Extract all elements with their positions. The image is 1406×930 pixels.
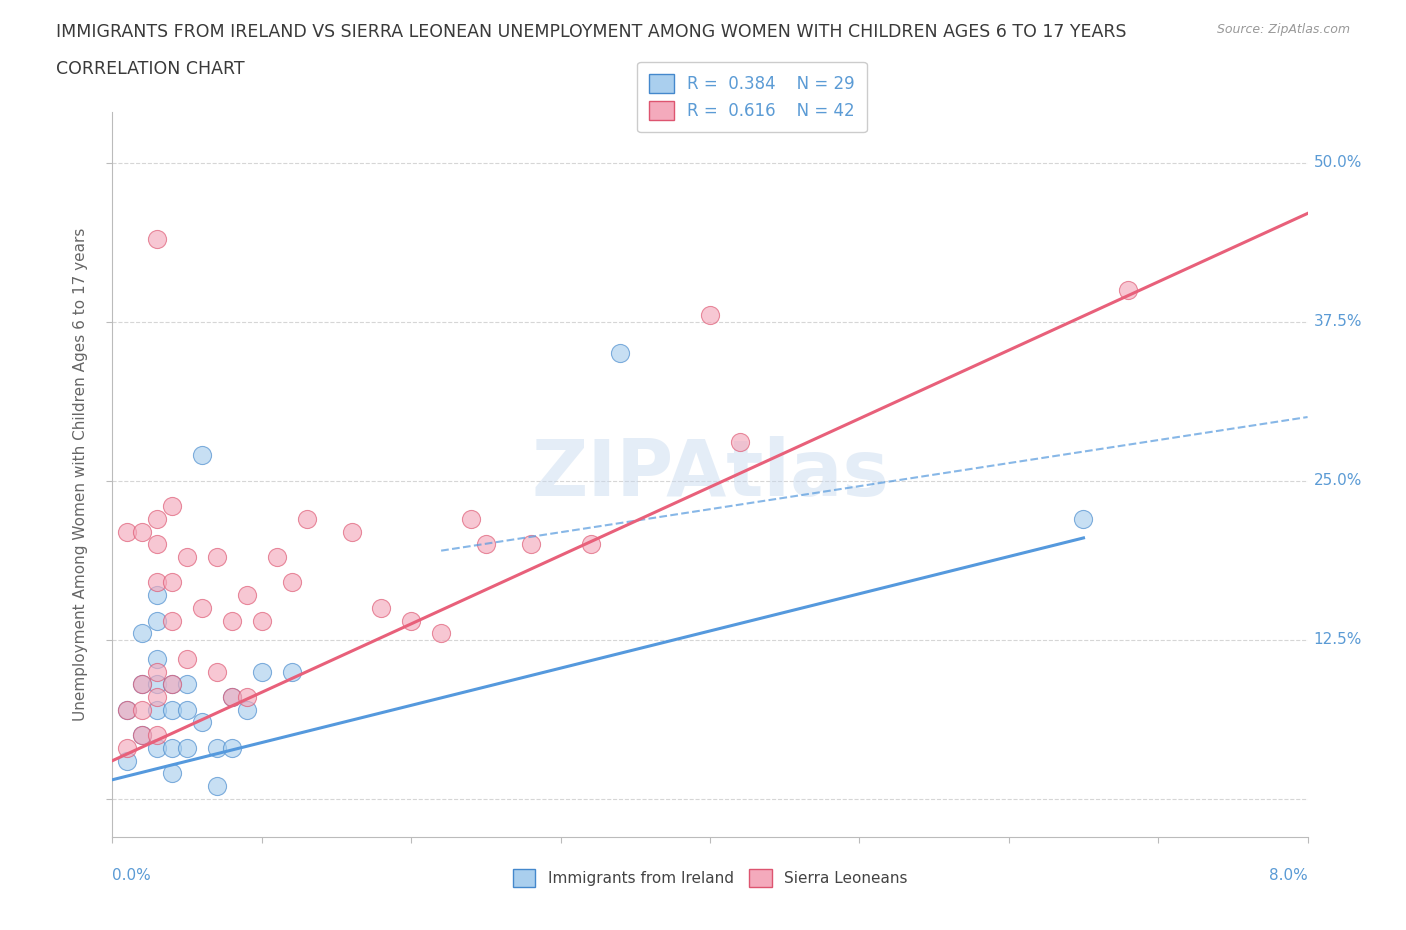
Point <box>281 575 304 590</box>
Point <box>131 728 153 743</box>
Point <box>162 766 183 781</box>
Point <box>221 740 243 755</box>
Point <box>162 575 183 590</box>
Point <box>131 677 153 692</box>
Point <box>221 689 243 704</box>
Point <box>236 689 259 704</box>
Text: ZIPAtlas: ZIPAtlas <box>531 436 889 512</box>
Point <box>146 588 169 603</box>
Point <box>191 601 214 616</box>
Point <box>460 512 482 526</box>
Point <box>146 537 169 551</box>
Point <box>131 626 153 641</box>
Point <box>609 346 631 361</box>
Point <box>281 664 304 679</box>
Point <box>162 677 183 692</box>
Y-axis label: Unemployment Among Women with Children Ages 6 to 17 years: Unemployment Among Women with Children A… <box>73 228 89 721</box>
Point <box>146 232 169 246</box>
Point <box>162 613 183 628</box>
Point <box>1118 283 1140 298</box>
Point <box>520 537 543 551</box>
Point <box>131 728 153 743</box>
Point <box>699 308 721 323</box>
Point <box>205 740 228 755</box>
Text: 8.0%: 8.0% <box>1268 868 1308 883</box>
Text: IMMIGRANTS FROM IRELAND VS SIERRA LEONEAN UNEMPLOYMENT AMONG WOMEN WITH CHILDREN: IMMIGRANTS FROM IRELAND VS SIERRA LEONEA… <box>56 23 1126 41</box>
Point <box>117 525 139 539</box>
Point <box>250 613 273 628</box>
Point <box>131 677 153 692</box>
Point <box>176 651 198 666</box>
Text: CORRELATION CHART: CORRELATION CHART <box>56 60 245 78</box>
Point <box>162 740 183 755</box>
Point <box>162 702 183 717</box>
Text: 50.0%: 50.0% <box>1313 155 1362 170</box>
Point <box>728 435 751 450</box>
Point <box>146 575 169 590</box>
Point <box>117 753 139 768</box>
Point <box>430 626 453 641</box>
Point <box>117 740 139 755</box>
Point <box>205 664 228 679</box>
Point <box>340 525 363 539</box>
Point <box>221 613 243 628</box>
Point <box>236 702 259 717</box>
Point <box>295 512 318 526</box>
Point <box>146 677 169 692</box>
Point <box>221 689 243 704</box>
Point <box>370 601 392 616</box>
Point <box>162 498 183 513</box>
Point <box>401 613 423 628</box>
Point <box>117 702 139 717</box>
Point <box>146 740 169 755</box>
Point <box>236 588 259 603</box>
Text: 12.5%: 12.5% <box>1313 632 1362 647</box>
Point <box>146 613 169 628</box>
Point <box>191 715 214 730</box>
Text: 0.0%: 0.0% <box>112 868 152 883</box>
Text: 37.5%: 37.5% <box>1313 314 1362 329</box>
Text: 25.0%: 25.0% <box>1313 473 1362 488</box>
Point <box>250 664 273 679</box>
Point <box>146 728 169 743</box>
Point <box>131 702 153 717</box>
Point <box>205 778 228 793</box>
Point <box>131 525 153 539</box>
Legend: Immigrants from Ireland, Sierra Leoneans: Immigrants from Ireland, Sierra Leoneans <box>505 862 915 895</box>
Point <box>266 550 288 565</box>
Point <box>146 689 169 704</box>
Point <box>176 740 198 755</box>
Point <box>146 651 169 666</box>
Point <box>146 664 169 679</box>
Point <box>146 702 169 717</box>
Text: Source: ZipAtlas.com: Source: ZipAtlas.com <box>1216 23 1350 36</box>
Point <box>146 512 169 526</box>
Point <box>117 702 139 717</box>
Point <box>205 550 228 565</box>
Point <box>162 677 183 692</box>
Point <box>579 537 602 551</box>
Point <box>176 702 198 717</box>
Point <box>475 537 498 551</box>
Point <box>176 550 198 565</box>
Point <box>176 677 198 692</box>
Point <box>1073 512 1095 526</box>
Point <box>191 447 214 462</box>
